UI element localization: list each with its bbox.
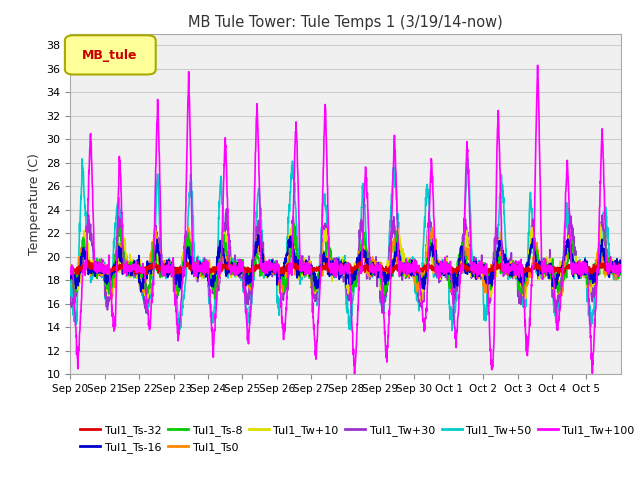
Legend: Tul1_Ts-32, Tul1_Ts-16, Tul1_Ts-8, Tul1_Ts0, Tul1_Tw+10, Tul1_Tw+30, Tul1_Tw+50,: Tul1_Ts-32, Tul1_Ts-16, Tul1_Ts-8, Tul1_…	[76, 421, 639, 457]
FancyBboxPatch shape	[65, 36, 156, 74]
Y-axis label: Temperature (C): Temperature (C)	[28, 153, 41, 255]
Text: MB_tule: MB_tule	[83, 48, 138, 61]
Title: MB Tule Tower: Tule Temps 1 (3/19/14-now): MB Tule Tower: Tule Temps 1 (3/19/14-now…	[188, 15, 503, 30]
